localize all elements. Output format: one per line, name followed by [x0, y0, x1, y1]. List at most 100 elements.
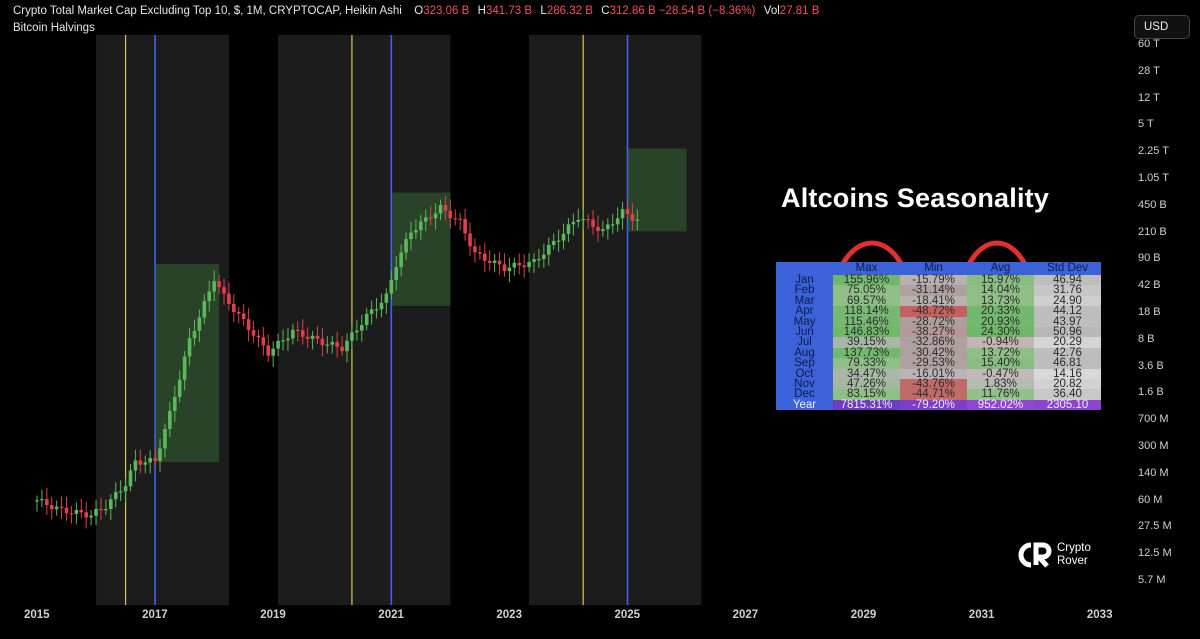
y-tick-label: 5.7 M — [1138, 574, 1166, 586]
candle-up — [620, 209, 625, 219]
avg-cell: 15.97% — [967, 274, 1034, 286]
candle-up — [35, 500, 39, 502]
candle-up — [438, 205, 443, 214]
y-tick-label: 140 M — [1138, 466, 1169, 479]
candle-up — [414, 230, 418, 233]
y-tick-label: 300 M — [1138, 440, 1169, 452]
seasonality-table: Max Min Avg Std Dev Jan 155.96% -15.79% 15.… — [776, 262, 1101, 411]
candle-down — [625, 209, 630, 215]
std-dev-cell: 31.76 — [1034, 284, 1101, 296]
header-avg: Avg — [967, 262, 1034, 275]
candle-up — [350, 332, 354, 341]
candle-down — [256, 335, 261, 338]
close-value: 312.86 B — [609, 5, 656, 17]
header-std-dev: Std Dev — [1034, 262, 1101, 275]
indicator-label[interactable]: Bitcoin Halvings — [13, 22, 95, 34]
low-label: L — [540, 5, 547, 17]
candle-up — [207, 291, 212, 302]
x-tick-label: 2031 — [968, 609, 995, 621]
candle-down — [320, 338, 325, 346]
candle-down — [246, 319, 251, 331]
seasonality-row: Jun 146.83% -38.27% 24.30% 50.96 — [776, 326, 1101, 338]
candle-down — [84, 512, 89, 518]
candle-down — [335, 342, 339, 347]
max-cell: 118.14% — [833, 305, 900, 317]
candle-down — [478, 252, 482, 254]
min-cell: -43.76% — [900, 378, 967, 390]
candle-up — [610, 224, 615, 226]
seasonality-row: Nov 47.26% -43.76% 1.83% 20.82 — [776, 378, 1101, 390]
seasonality-header-row: Max Min Avg Std Dev — [776, 262, 1101, 275]
candle-up — [384, 293, 389, 303]
candle-up — [202, 301, 207, 318]
candle-up — [581, 218, 586, 221]
avg-cell: 1.83% — [967, 378, 1034, 390]
y-tick-label: 210 B — [1138, 225, 1167, 238]
crypto-rover-logo-icon — [1018, 542, 1052, 568]
header-max: Max — [833, 262, 900, 275]
candle-down — [236, 311, 241, 314]
target-box — [627, 148, 687, 232]
seasonality-row: Feb 75.05% -31.14% 14.04% 31.76 — [776, 284, 1101, 296]
month-cell: Nov — [776, 378, 833, 390]
candle-up — [345, 340, 349, 352]
x-tick-label: 2025 — [614, 609, 641, 621]
candle-up — [104, 509, 108, 511]
open-label: O — [414, 5, 424, 17]
candle-up — [286, 338, 290, 341]
y-tick-label: 3.6 B — [1138, 359, 1164, 372]
min-cell: -48.72% — [900, 305, 967, 317]
candle-down — [473, 246, 477, 253]
candle-up — [419, 221, 423, 231]
max-cell: 69.57% — [833, 295, 900, 307]
y-tick-label: 42 B — [1138, 279, 1161, 292]
y-tick-label: 27.5 M — [1138, 520, 1172, 533]
candle-up — [635, 219, 640, 221]
currency-button[interactable]: USD — [1134, 15, 1190, 39]
x-tick-label: 2027 — [732, 609, 759, 621]
max-cell: 146.83% — [833, 326, 900, 338]
candle-down — [340, 346, 344, 352]
candle-down — [266, 345, 271, 356]
std-dev-cell: 14.16 — [1034, 368, 1101, 380]
candle-up — [389, 279, 394, 294]
candle-up — [118, 491, 123, 493]
year-min-cell: -79.20% — [900, 399, 967, 411]
seasonality-row: Apr 118.14% -48.72% 20.33% 44.12 — [776, 305, 1101, 317]
seasonality-row: Jan 155.96% -15.79% 15.97% 46.94 — [776, 274, 1101, 286]
y-tick-label: 700 M — [1138, 413, 1169, 426]
y-tick-label: 18 B — [1138, 306, 1161, 318]
volume-value: 27.81 B — [779, 5, 820, 17]
candle-up — [148, 458, 152, 463]
candle-up — [542, 254, 546, 260]
month-cell: Sep — [776, 357, 833, 369]
candle-up — [128, 470, 133, 487]
candle-down — [502, 264, 507, 272]
candle-down — [463, 218, 467, 234]
candle-down — [596, 226, 600, 232]
x-tick-label: 2019 — [260, 609, 286, 621]
std-dev-cell: 24.90 — [1034, 295, 1101, 307]
seasonality-title: Altcoins Seasonality — [781, 183, 1050, 213]
candle-up — [187, 338, 192, 357]
month-cell: Aug — [776, 347, 833, 359]
candle-up — [276, 340, 280, 349]
std-dev-cell: 43.97 — [1034, 316, 1101, 328]
month-cell: Apr — [776, 305, 833, 317]
min-cell: -18.41% — [900, 295, 967, 307]
std-dev-cell: 42.76 — [1034, 347, 1101, 359]
candle-up — [492, 260, 497, 263]
candle-down — [241, 313, 246, 320]
candle-up — [310, 335, 315, 339]
logo-text: Crypto Rover — [1057, 542, 1091, 568]
min-cell: -30.42% — [900, 347, 967, 359]
seasonality-row: Sep 79.33% -29.53% 15.40% 46.81 — [776, 357, 1101, 369]
candle-up — [606, 224, 610, 230]
candle-up — [507, 267, 512, 272]
candle-up — [379, 302, 384, 310]
candle-up — [355, 330, 359, 333]
x-tick-label: 2029 — [850, 609, 877, 621]
std-dev-cell: 20.29 — [1034, 336, 1101, 348]
candle-up — [546, 244, 551, 255]
